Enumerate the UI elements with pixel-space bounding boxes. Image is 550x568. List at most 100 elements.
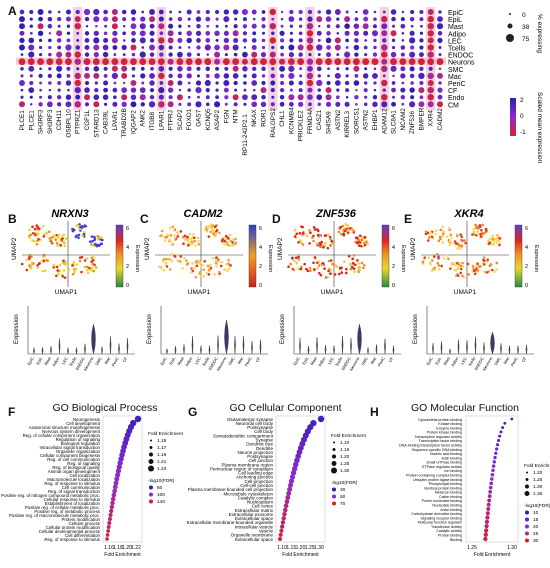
umap-cell — [352, 267, 356, 270]
gene-label: KIRREL3 — [344, 111, 351, 138]
umap-cell — [482, 270, 486, 273]
dot — [391, 81, 396, 85]
dot — [29, 74, 33, 78]
dot — [316, 79, 323, 87]
go-point — [495, 447, 499, 451]
dot — [84, 44, 90, 51]
dot — [48, 45, 52, 50]
umap-cell — [228, 267, 231, 270]
violin-shape — [392, 344, 395, 355]
violin-shape — [208, 344, 211, 355]
umap-cell — [193, 236, 196, 240]
dot — [37, 30, 44, 36]
umap-cell — [498, 237, 502, 240]
dot — [372, 101, 378, 108]
umap-scale-title: Expression — [400, 245, 406, 272]
umap-cell — [346, 229, 350, 233]
umap-cell — [441, 225, 444, 228]
umap-cell — [207, 235, 211, 238]
dot — [400, 73, 406, 79]
umap-cell — [361, 238, 365, 241]
umap-cell — [438, 268, 441, 271]
umap-cell — [340, 266, 343, 270]
dot — [178, 46, 182, 49]
umap-cell — [460, 235, 464, 238]
umap-cell — [71, 264, 74, 267]
dot — [399, 58, 407, 66]
go-term-label: Establishment of localization — [45, 501, 101, 506]
dot — [93, 72, 100, 79]
umap-cell — [41, 225, 45, 228]
umap-cell — [228, 243, 231, 247]
dot — [390, 58, 397, 66]
dot — [130, 9, 137, 15]
dot — [373, 24, 377, 29]
dot — [57, 45, 62, 50]
umap-cell — [212, 230, 216, 234]
dot — [28, 51, 35, 58]
umap-cell — [450, 262, 454, 265]
go-legend-color-dot — [332, 487, 336, 492]
go-term-label: Organelle organization — [56, 449, 101, 454]
go-point — [107, 521, 112, 525]
umap-cell — [488, 241, 492, 244]
umap-cell — [79, 225, 82, 229]
umap-cell — [168, 268, 172, 271]
dot — [205, 102, 210, 107]
dot — [427, 94, 434, 101]
umap-cell — [67, 268, 71, 272]
dot — [280, 38, 285, 43]
dot — [214, 30, 220, 37]
dot — [436, 23, 444, 30]
umap-cell — [91, 262, 95, 266]
umap-cell — [90, 235, 94, 238]
dot — [84, 87, 90, 93]
dot — [306, 37, 314, 44]
dot — [409, 66, 415, 72]
dot — [48, 88, 52, 92]
umap-cell — [472, 227, 476, 231]
dot — [279, 65, 286, 72]
umap-cell — [342, 232, 345, 236]
umap-cell — [449, 233, 453, 237]
umap-cell — [229, 264, 232, 267]
umap-cell — [440, 264, 443, 268]
umap-cell — [189, 237, 193, 241]
go-term-label: Enzyme binding — [436, 426, 462, 430]
dot — [178, 102, 182, 106]
dot — [270, 80, 276, 86]
legend-expr-title: Scaled mean expression — [536, 92, 543, 164]
dot — [409, 30, 415, 36]
dot — [400, 52, 405, 57]
dot — [39, 88, 42, 92]
umap-cell — [328, 272, 332, 275]
go-point — [489, 481, 494, 486]
umap-cell — [423, 256, 427, 259]
go-term-label: Nucleic acid binding — [430, 452, 462, 456]
dot — [297, 44, 304, 51]
dot — [214, 51, 221, 58]
go-tick-label: 1.16 — [104, 545, 114, 551]
violin-category-label: SMC — [360, 356, 369, 366]
violin-shape — [324, 344, 327, 355]
dot — [186, 66, 192, 72]
umap-cell — [473, 272, 477, 276]
dot — [131, 16, 136, 22]
dot — [93, 16, 100, 23]
dot — [232, 94, 239, 101]
umap-cell — [202, 275, 205, 278]
umap-cell — [476, 233, 480, 236]
dot — [38, 52, 43, 57]
dot — [205, 95, 210, 100]
umap-cell — [429, 231, 433, 235]
dot — [261, 45, 266, 50]
dot — [409, 73, 415, 79]
go-term-label: Catalytic activity — [436, 529, 462, 533]
go-point — [494, 451, 498, 455]
dot — [354, 94, 359, 100]
go-point — [501, 426, 505, 430]
dot — [168, 66, 173, 71]
umap-cell — [450, 236, 453, 240]
umap-cell — [353, 270, 356, 273]
dot — [334, 9, 341, 15]
